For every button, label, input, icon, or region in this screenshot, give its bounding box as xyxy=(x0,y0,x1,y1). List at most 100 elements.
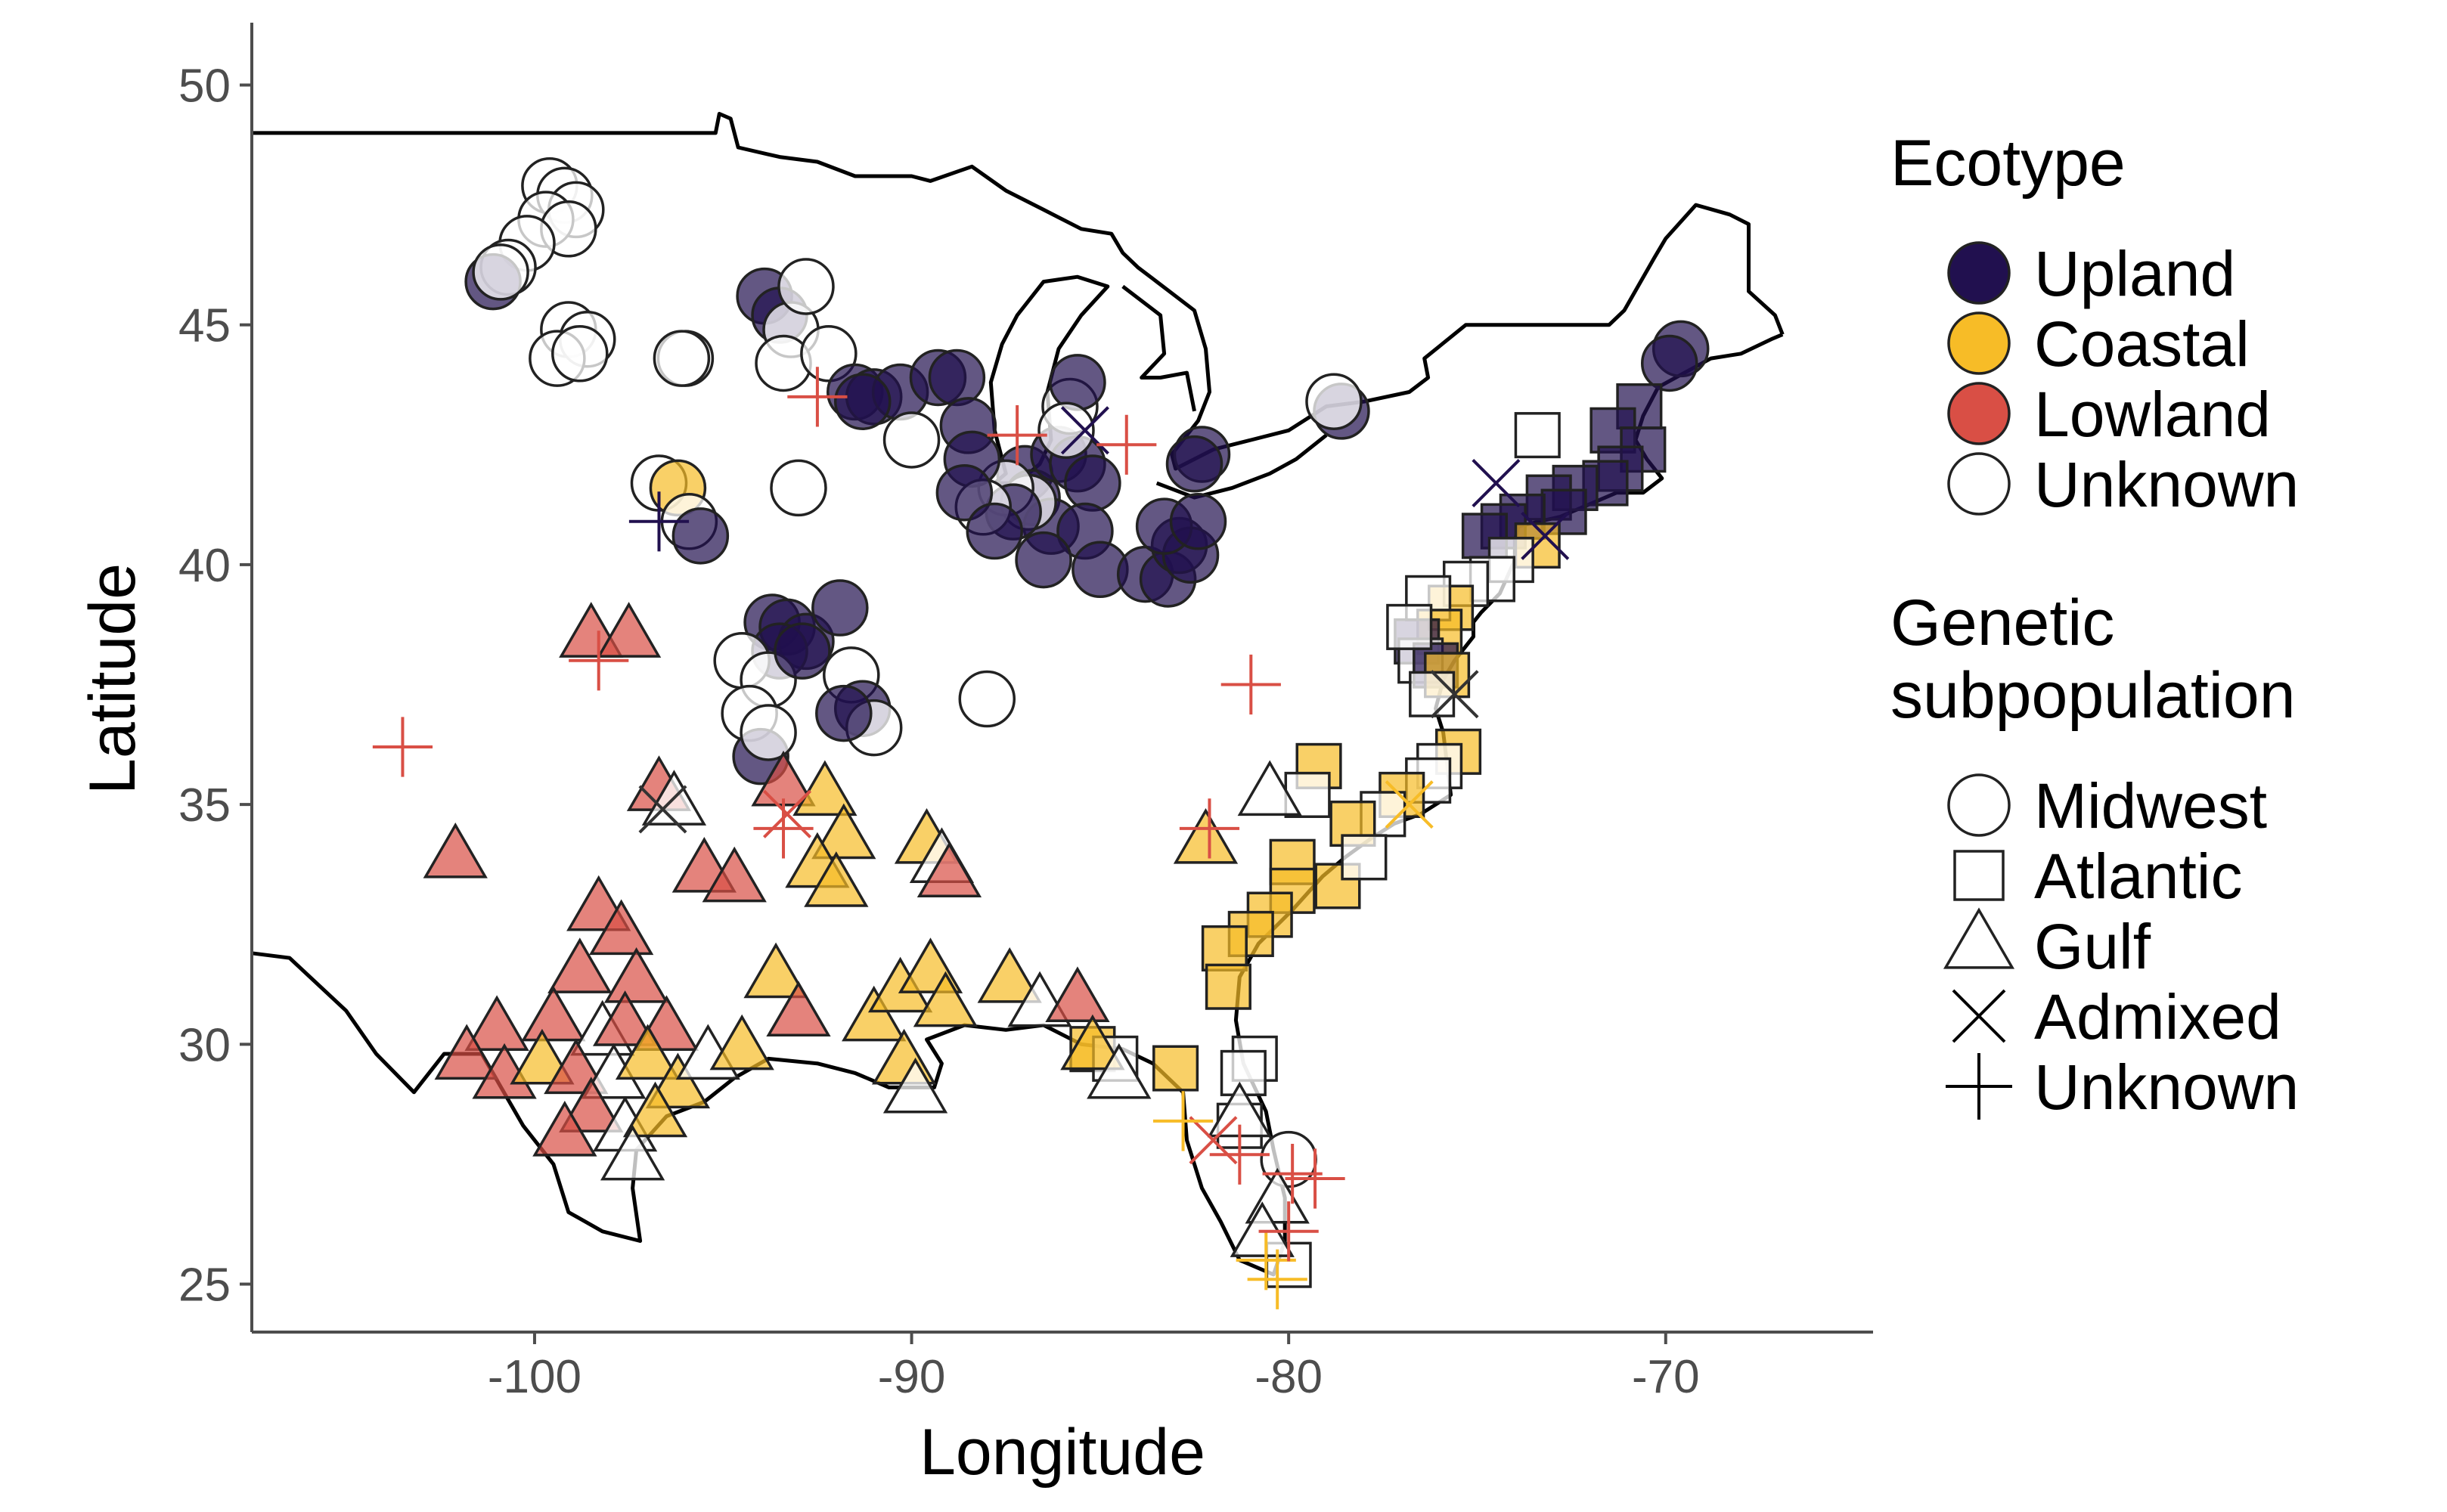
data-point-gulf xyxy=(913,971,978,1027)
data-point-midwest xyxy=(1641,334,1698,392)
data-point-admixed xyxy=(1385,780,1434,829)
data-point-midwest xyxy=(1049,354,1106,411)
legend-label-atlantic: Atlantic xyxy=(2034,841,2242,912)
data-point-unknown xyxy=(1209,1124,1270,1185)
data-point-midwest xyxy=(777,258,835,315)
data-point-gulf xyxy=(1045,966,1110,1022)
points-layer xyxy=(372,156,1710,1309)
data-point-unknown xyxy=(1258,1201,1319,1262)
legend-label-coastal: Coastal xyxy=(2034,308,2250,380)
y-tick-label: 40 xyxy=(178,540,231,592)
data-point-gulf xyxy=(645,1052,711,1109)
data-point-midwest xyxy=(740,704,797,761)
data-point-unknown xyxy=(569,631,629,691)
x-ticks: -100 -90 -80 -70 xyxy=(488,1332,1700,1403)
y-tick-label: 35 xyxy=(178,779,231,832)
data-point-midwest xyxy=(653,330,711,387)
x-tick-label: -100 xyxy=(488,1351,582,1403)
data-point-midwest xyxy=(1037,401,1095,460)
data-point-gulf xyxy=(709,1014,774,1070)
data-point-midwest xyxy=(815,684,873,742)
y-ticks: 25 30 35 40 45 50 xyxy=(178,60,252,1312)
legend-key-atlantic xyxy=(1953,850,2005,901)
data-point-gulf xyxy=(622,1081,688,1138)
legend-label-lowland: Lowland xyxy=(2034,379,2271,450)
data-point-unknown xyxy=(787,367,848,427)
data-point-midwest xyxy=(1305,373,1363,430)
data-point-gulf xyxy=(977,947,1042,1003)
legend-key-upland xyxy=(1947,241,2011,305)
data-point-midwest xyxy=(935,463,994,522)
data-point-midwest xyxy=(811,579,869,637)
data-point-unknown xyxy=(1285,1148,1345,1209)
data-point-midwest xyxy=(833,373,892,430)
data-point-gulf xyxy=(559,1077,624,1132)
data-point-midwest xyxy=(966,502,1024,560)
data-point-gulf xyxy=(766,981,831,1037)
legend-title: subpopulation xyxy=(1890,659,2296,732)
data-point-midwest xyxy=(882,411,941,469)
data-point-unknown xyxy=(987,405,1047,466)
x-tick-label: -90 xyxy=(878,1351,946,1403)
x-tick-label: -80 xyxy=(1255,1351,1323,1403)
data-point-atlantic xyxy=(1205,963,1251,1010)
legend-key-midwest xyxy=(1947,773,2011,837)
data-point-midwest xyxy=(774,622,831,680)
data-point-admixed xyxy=(638,785,687,834)
data-point-admixed xyxy=(1430,670,1479,719)
data-point-gulf xyxy=(916,841,982,898)
data-point-gulf xyxy=(596,602,662,658)
data-point-unknown xyxy=(1262,1144,1323,1204)
data-point-midwest xyxy=(1064,454,1121,512)
data-point-unknown xyxy=(1247,1249,1307,1309)
data-point-midwest xyxy=(1015,531,1072,589)
data-point-unknown xyxy=(1096,414,1157,475)
data-point-gulf xyxy=(804,851,869,907)
data-point-unknown xyxy=(372,717,433,777)
data-point-gulf xyxy=(510,1028,575,1085)
data-point-gulf xyxy=(521,985,586,1042)
y-tick-label: 30 xyxy=(178,1019,231,1071)
legend-title: Ecotype xyxy=(1890,127,2126,200)
data-point-gulf xyxy=(547,937,613,993)
legend-key-gulf xyxy=(1943,907,2015,969)
data-point-gulf xyxy=(702,846,767,903)
legend-label-unknown: Unknown xyxy=(2034,1052,2299,1123)
data-point-gulf xyxy=(434,1024,499,1080)
legend-key-admixed xyxy=(1952,989,2006,1043)
legend-label-admixed: Admixed xyxy=(2034,981,2281,1052)
data-point-unknown xyxy=(1152,1091,1214,1151)
data-point-gulf xyxy=(842,985,907,1042)
legend-key-unknown xyxy=(1946,1053,2012,1120)
legend-label-unknown: Unknown xyxy=(2034,449,2299,520)
data-point-gulf xyxy=(603,947,669,1003)
data-point-atlantic xyxy=(1201,925,1248,972)
data-point-gulf xyxy=(792,760,858,816)
data-point-admixed xyxy=(1521,511,1570,560)
data-point-gulf xyxy=(588,899,654,956)
y-tick-label: 50 xyxy=(178,60,231,112)
x-axis-title: Longitude xyxy=(920,1416,1205,1489)
data-point-atlantic xyxy=(1220,1049,1267,1096)
data-point-gulf xyxy=(600,1124,665,1181)
data-point-gulf xyxy=(1087,1043,1152,1099)
data-point-gulf xyxy=(423,823,488,878)
y-axis-title: Latitude xyxy=(76,563,149,795)
legend-key-unknown xyxy=(1947,452,2011,516)
data-point-gulf xyxy=(811,803,876,860)
data-point-unknown xyxy=(628,491,690,552)
data-point-gulf xyxy=(1237,760,1302,816)
data-point-midwest xyxy=(551,325,609,383)
data-point-unknown xyxy=(1179,798,1240,859)
data-point-atlantic xyxy=(1152,1045,1199,1092)
data-point-gulf xyxy=(592,990,658,1046)
data-point-midwest xyxy=(671,507,730,565)
data-point-midwest xyxy=(472,243,529,301)
y-tick-label: 25 xyxy=(178,1259,231,1312)
data-point-unknown xyxy=(753,798,814,859)
data-point-midwest xyxy=(1169,493,1227,550)
legend-key-coastal xyxy=(1947,311,2011,375)
legend: EcotypeUplandCoastalLowlandUnknownGeneti… xyxy=(1890,127,2299,1123)
data-point-atlantic xyxy=(1540,488,1587,535)
